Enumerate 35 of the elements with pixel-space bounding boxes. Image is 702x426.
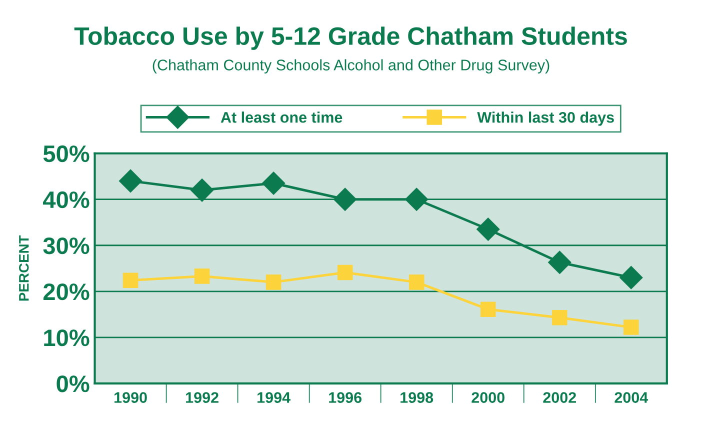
y-tick-label: 30%	[43, 237, 90, 254]
point	[405, 188, 428, 211]
point	[119, 169, 142, 192]
point	[408, 274, 424, 290]
chart-title: Tobacco Use by 5-12 Grade Chatham Students	[74, 26, 627, 50]
point	[337, 264, 353, 280]
x-tick-label: 1998	[400, 392, 434, 403]
point	[548, 250, 572, 274]
point	[194, 268, 210, 284]
y-tick-label: 50%	[43, 145, 90, 162]
chart-subtitle: (Chatham County Schools Alcohol and Other Drug Survey)	[152, 59, 550, 74]
point	[620, 266, 643, 290]
x-tick-label: 1992	[186, 392, 218, 403]
point	[476, 218, 500, 241]
y-tick-label: 0%	[56, 375, 90, 392]
x-tick-label: 2000	[472, 392, 504, 403]
point	[266, 274, 282, 290]
y-tick-label: 10%	[44, 329, 90, 346]
x-tick-label: 2004	[614, 392, 648, 403]
legend-label: At least one time	[220, 112, 342, 123]
x-tick-label: 1994	[258, 392, 290, 403]
point	[122, 272, 138, 288]
point	[334, 188, 357, 211]
x-tick-label: 1990	[114, 392, 147, 403]
point	[190, 178, 214, 202]
point	[480, 302, 496, 317]
point	[552, 310, 568, 326]
x-tick-label: 2002	[543, 392, 576, 403]
x-tick-label: 1996	[329, 392, 362, 403]
point	[262, 172, 286, 195]
legend-label: Within last 30 days	[477, 112, 614, 126]
y-axis-title: PERCENT	[18, 235, 29, 301]
y-tick-label: 40%	[43, 191, 90, 208]
y-tick-label: 20%	[43, 283, 90, 300]
point	[624, 320, 639, 335]
